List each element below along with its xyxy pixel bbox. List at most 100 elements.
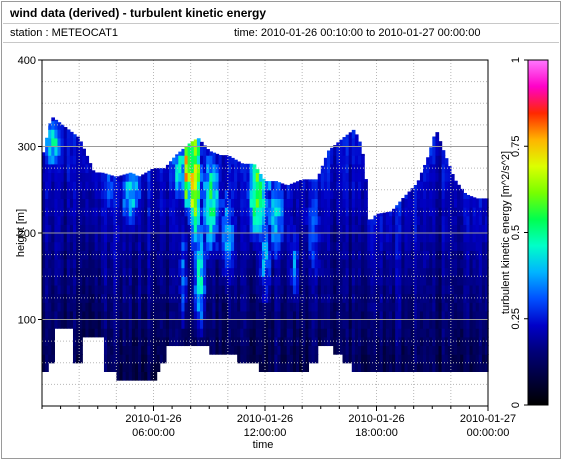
heatmap-cell: [410, 207, 415, 217]
heatmap-cell: [441, 155, 446, 165]
heatmap-cell: [388, 284, 393, 295]
heatmap-cell: [423, 354, 427, 364]
heatmap-cell: [454, 267, 458, 277]
heatmap-cell: [45, 181, 49, 191]
heatmap-cell: [413, 276, 418, 286]
heatmap-cell: [203, 172, 207, 182]
heatmap-cell: [398, 293, 402, 303]
heatmap-cell: [147, 302, 152, 312]
heatmap-cell: [162, 336, 167, 347]
heatmap-cell: [348, 137, 353, 148]
heatmap-cell: [103, 328, 108, 338]
heatmap-cell: [227, 310, 232, 321]
heatmap-cell: [302, 310, 306, 321]
heatmap-cell: [119, 250, 124, 260]
heatmap-cell: [271, 267, 275, 277]
heatmap-cell: [265, 233, 269, 243]
heatmap-cell: [119, 336, 124, 347]
heatmap-cell: [348, 132, 353, 139]
heatmap-cell: [351, 284, 356, 295]
heatmap-cell: [249, 163, 254, 174]
heatmap-cell: [429, 328, 433, 338]
heatmap-cell: [345, 319, 350, 329]
heatmap-cell: [292, 310, 297, 321]
heatmap-cell: [116, 250, 121, 260]
heatmap-cell: [82, 189, 86, 199]
heatmap-cell: [76, 181, 80, 191]
heatmap-cell: [320, 293, 325, 303]
heatmap-cell: [172, 241, 176, 251]
heatmap-cell: [357, 328, 362, 338]
heatmap-cell: [457, 250, 461, 260]
heatmap-cell: [357, 345, 362, 355]
heatmap-cell: [144, 198, 148, 208]
heatmap-cell: [48, 250, 52, 260]
heatmap-cell: [199, 233, 204, 243]
heatmap-cell: [444, 163, 449, 174]
heatmap-cell: [466, 362, 471, 372]
heatmap-cell: [150, 169, 155, 174]
heatmap-cell: [419, 233, 424, 243]
heatmap-cell: [165, 181, 170, 191]
heatmap-cell: [426, 172, 430, 182]
heatmap-cell: [147, 267, 152, 277]
heatmap-cell: [100, 302, 105, 312]
heatmap-cell: [203, 302, 207, 312]
heatmap-cell: [249, 328, 254, 338]
heatmap-cell: [116, 371, 121, 381]
heatmap-cell: [82, 276, 86, 286]
heatmap-cell: [348, 284, 353, 295]
heatmap-cell: [401, 258, 406, 269]
heatmap-cell: [88, 310, 93, 321]
heatmap-cell: [54, 310, 59, 321]
heatmap-cell: [227, 156, 232, 165]
heatmap-cell: [230, 233, 235, 243]
heatmap-cell: [63, 267, 68, 277]
heatmap-cell: [469, 354, 474, 364]
heatmap-cell: [193, 302, 198, 312]
heatmap-cell: [147, 207, 152, 217]
heatmap-cell: [110, 241, 114, 251]
heatmap-cell: [66, 129, 71, 139]
heatmap-cell: [432, 207, 437, 217]
heatmap-cell: [289, 319, 294, 329]
heatmap-cell: [447, 267, 452, 277]
heatmap-cell: [268, 267, 272, 277]
heatmap-cell: [91, 181, 96, 191]
heatmap-cell: [283, 241, 288, 251]
heatmap-cell: [268, 198, 272, 208]
heatmap-cell: [246, 233, 251, 243]
heatmap-cell: [308, 276, 313, 286]
heatmap-cell: [134, 310, 139, 321]
heatmap-cell: [100, 241, 105, 251]
heatmap-cell: [354, 336, 359, 347]
heatmap-cell: [206, 215, 210, 225]
heatmap-cell: [330, 224, 334, 234]
heatmap-cell: [134, 276, 139, 286]
heatmap-cell: [76, 302, 80, 312]
heatmap-cell: [333, 319, 337, 329]
heatmap-cell: [237, 267, 241, 277]
heatmap-cell: [330, 241, 334, 251]
heatmap-cell: [336, 224, 340, 234]
heatmap-cell: [466, 224, 471, 234]
heatmap-cell: [150, 189, 155, 199]
heatmap-cell: [268, 233, 272, 243]
heatmap-cell: [478, 310, 483, 321]
heatmap-cell: [69, 131, 74, 139]
heatmap-cell: [429, 207, 433, 217]
heatmap-cell: [147, 189, 152, 199]
heatmap-cell: [296, 328, 300, 338]
heatmap-cell: [336, 241, 340, 251]
heatmap-cell: [252, 181, 257, 191]
heatmap-cell: [373, 354, 378, 364]
heatmap-cell: [125, 362, 130, 372]
heatmap-cell: [187, 172, 192, 182]
heatmap-cell: [113, 336, 117, 347]
heatmap-cell: [215, 172, 220, 182]
heatmap-cell: [165, 189, 170, 199]
heatmap-cell: [407, 241, 412, 251]
heatmap-cell: [156, 181, 161, 191]
heatmap-cell: [398, 241, 402, 251]
heatmap-cell: [218, 293, 223, 303]
